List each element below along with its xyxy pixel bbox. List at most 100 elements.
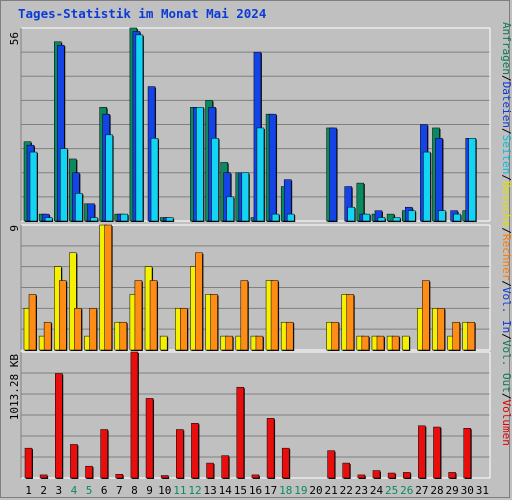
bar-seiten-day-12 xyxy=(196,107,204,222)
x-axis-day-labels: 1 2 3 4 5 6 7 8 9 10 11 12 13 14 15 16 17 18 19 20 21 22 23 24 2… xyxy=(25,484,489,497)
bar-seiten-day-17 xyxy=(271,213,280,222)
bar-volumen-day-4 xyxy=(70,444,78,479)
legend-item-3: / xyxy=(500,128,512,135)
bar-rechner-day-3 xyxy=(59,280,67,351)
x-tick-label-30: 30 xyxy=(461,484,474,497)
bar-seiten-day-13 xyxy=(211,138,219,222)
bar-seiten-day-18 xyxy=(286,213,295,222)
bar-rechner-day-29 xyxy=(452,321,460,351)
bar-seiten-day-15 xyxy=(241,172,250,222)
x-tick-label-27: 27 xyxy=(415,484,428,497)
bar-rechner-day-28 xyxy=(437,308,445,351)
bar-volumen-day-24 xyxy=(372,470,381,479)
bar-seiten-day-1 xyxy=(29,151,38,222)
bar-seiten-day-27 xyxy=(423,151,431,222)
bar-rechner-day-27 xyxy=(422,280,430,351)
legend-item-14: Volumen xyxy=(500,400,512,446)
x-tick-label-3: 3 xyxy=(56,484,63,497)
bar-rechner-day-21 xyxy=(331,321,339,351)
bar-seiten-day-22 xyxy=(347,206,355,222)
bar-volumen-day-29 xyxy=(448,472,456,479)
x-tick-label-15: 15 xyxy=(234,484,247,497)
bar-rechner-day-12 xyxy=(195,252,203,351)
bar-seiten-day-5 xyxy=(90,217,98,222)
bar-rechner-day-1 xyxy=(28,294,37,351)
bar-seiten-day-14 xyxy=(226,196,234,222)
bar-dateien-day-28 xyxy=(435,138,443,222)
bar-rechner-day-23 xyxy=(361,335,370,351)
legend-item-7: / xyxy=(500,227,512,234)
y-axis-labels: 56 9 1013.28 KB xyxy=(8,32,21,420)
x-tick-label-5: 5 xyxy=(86,484,93,497)
bar-seiten-day-26 xyxy=(407,210,416,222)
bar-seiten-day-24 xyxy=(377,217,386,222)
middle-ymax-label: 9 xyxy=(8,225,21,232)
bar-rechner-day-11 xyxy=(180,308,188,351)
bar-volumen-day-28 xyxy=(433,426,441,479)
bar-rechner-day-13 xyxy=(210,294,218,351)
bar-rechner-day-5 xyxy=(89,308,97,351)
x-tick-label-8: 8 xyxy=(131,484,138,497)
x-tick-label-21: 21 xyxy=(325,484,338,497)
bar-volumen-day-18 xyxy=(281,447,290,479)
bar-volumen-day-10 xyxy=(160,475,169,479)
legend-item-2: Dateien xyxy=(500,82,512,128)
bar-rechner-day-30 xyxy=(467,321,475,351)
bar-volumen-day-15 xyxy=(236,386,245,479)
top-ymax-label: 56 xyxy=(8,32,21,45)
bar-volumen-day-9 xyxy=(145,398,154,479)
bar-rechner-day-9 xyxy=(149,280,158,351)
x-tick-label-6: 6 xyxy=(101,484,108,497)
bar-volumen-day-17 xyxy=(266,418,275,479)
bar-seiten-day-28 xyxy=(438,210,446,222)
bar-seiten-day-23 xyxy=(362,213,371,222)
bar-besuche-day-4 xyxy=(69,252,77,351)
right-legend: Anfragen/Dateien/Seiten/Besuche/Rechner/… xyxy=(500,22,512,446)
bar-volumen-day-21 xyxy=(327,450,335,479)
bar-seiten-day-25 xyxy=(392,217,401,222)
x-tick-label-19: 19 xyxy=(294,484,307,497)
legend-item-13: / xyxy=(500,393,512,400)
bar-dateien-day-17 xyxy=(268,113,277,222)
bar-volumen-day-25 xyxy=(387,472,396,479)
x-tick-label-12: 12 xyxy=(188,484,201,497)
bar-seiten-day-2 xyxy=(44,217,53,222)
x-tick-label-14: 14 xyxy=(219,484,233,497)
legend-item-9: / xyxy=(500,280,512,287)
chart-title: Tages-Statistik im Monat Mai 2024 xyxy=(18,6,267,21)
x-tick-label-13: 13 xyxy=(203,484,216,497)
bar-besuche-day-10 xyxy=(159,335,168,351)
x-tick-label-9: 9 xyxy=(146,484,153,497)
bar-seiten-day-3 xyxy=(60,148,68,222)
bottom-ymax-label: 1013.28 KB xyxy=(8,354,21,421)
bar-volumen-day-27 xyxy=(418,425,426,479)
bar-seiten-day-6 xyxy=(105,134,113,222)
bar-rechner-day-15 xyxy=(240,280,249,351)
x-tick-label-29: 29 xyxy=(446,484,459,497)
bar-rechner-day-7 xyxy=(119,321,128,351)
legend-item-6: Besuche xyxy=(500,181,512,227)
bar-volumen-day-5 xyxy=(85,465,93,479)
bar-rechner-day-25 xyxy=(391,335,400,351)
bar-seiten-day-7 xyxy=(120,213,129,222)
x-tick-label-31: 31 xyxy=(476,484,489,497)
bar-seiten-day-16 xyxy=(256,127,265,222)
bar-seiten-day-4 xyxy=(75,193,83,222)
bar-seiten-day-30 xyxy=(468,138,476,222)
legend-item-4: Seiten xyxy=(500,135,512,175)
x-tick-label-16: 16 xyxy=(249,484,262,497)
bar-seiten-day-10 xyxy=(165,217,174,222)
legend-item-5: / xyxy=(500,174,512,181)
bar-seiten-day-9 xyxy=(150,138,159,222)
legend-item-12: Vol. Out xyxy=(500,340,512,393)
bar-volumen-day-8 xyxy=(130,351,139,479)
legend-item-8: Rechner xyxy=(500,234,512,281)
bar-rechner-day-24 xyxy=(376,335,385,351)
bar-volumen-day-22 xyxy=(342,462,350,479)
bar-rechner-day-4 xyxy=(74,308,82,351)
legend-item-0: Anfragen xyxy=(500,22,512,75)
chart-bars xyxy=(23,27,477,479)
legend-item-1: / xyxy=(500,75,512,82)
